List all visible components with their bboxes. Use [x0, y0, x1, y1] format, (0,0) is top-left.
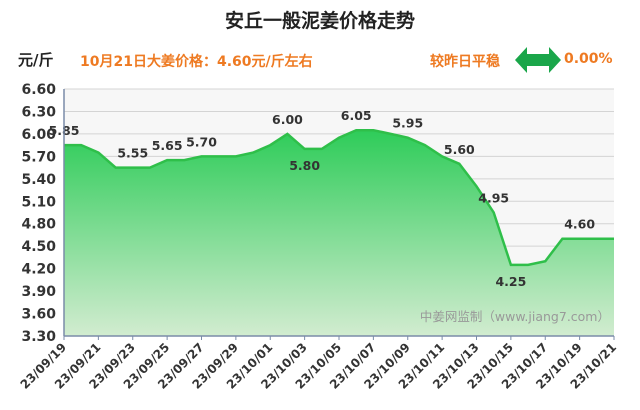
data-label: 5.55	[117, 146, 148, 161]
y-tick-label: 6.00	[21, 127, 56, 143]
data-label: 4.25	[495, 274, 526, 289]
y-tick-label: 4.50	[21, 239, 56, 255]
compare-label: 较昨日平稳	[430, 54, 500, 70]
x-axis-ticks: 23/09/1923/09/2123/09/2323/09/2523/09/27…	[18, 336, 619, 392]
y-tick-label: 6.30	[21, 104, 56, 120]
data-label: 6.00	[272, 112, 303, 127]
chart-title: 安丘一般泥姜价格走势	[224, 10, 415, 32]
y-axis-ticks: 6.60 6.30 6.00 5.70 5.40 5.10 4.80 4.50 4.20 3.90…	[21, 82, 56, 345]
data-label: 6.05	[341, 108, 372, 123]
watermark: 中姜网监制（www.jiang7.com）	[420, 309, 610, 324]
y-tick-label: 5.70	[21, 149, 56, 165]
y-tick-label: 6.60	[21, 82, 56, 98]
y-tick-label: 5.10	[21, 194, 56, 210]
y-tick-label: 4.80	[21, 217, 56, 233]
y-tick-label: 3.30	[21, 329, 56, 345]
change-percent: 0.00%	[564, 51, 613, 67]
y-tick-label: 4.20	[21, 262, 56, 278]
data-label: 5.60	[444, 142, 475, 157]
data-labels: 5.855.55 5.65 5.706.005.806.05 5.955.604.95…	[49, 108, 596, 289]
price-summary: 10月21日大姜价格：4.60元/斤左右	[80, 54, 313, 70]
unit-label: 元/斤	[18, 51, 54, 69]
y-tick-label: 3.60	[21, 307, 56, 323]
data-label: 5.65	[152, 138, 183, 153]
data-label: 5.95	[392, 116, 423, 131]
price-area	[64, 130, 614, 336]
data-label: 4.95	[478, 191, 509, 206]
y-tick-label: 3.90	[21, 284, 56, 300]
double-arrow-shape	[515, 47, 561, 73]
price-line	[64, 128, 614, 267]
data-label: 5.80	[289, 158, 320, 173]
data-label: 4.60	[564, 217, 595, 232]
y-tick-label: 5.40	[21, 172, 56, 188]
data-label: 5.70	[186, 134, 217, 149]
double-arrow-icon	[515, 47, 561, 73]
